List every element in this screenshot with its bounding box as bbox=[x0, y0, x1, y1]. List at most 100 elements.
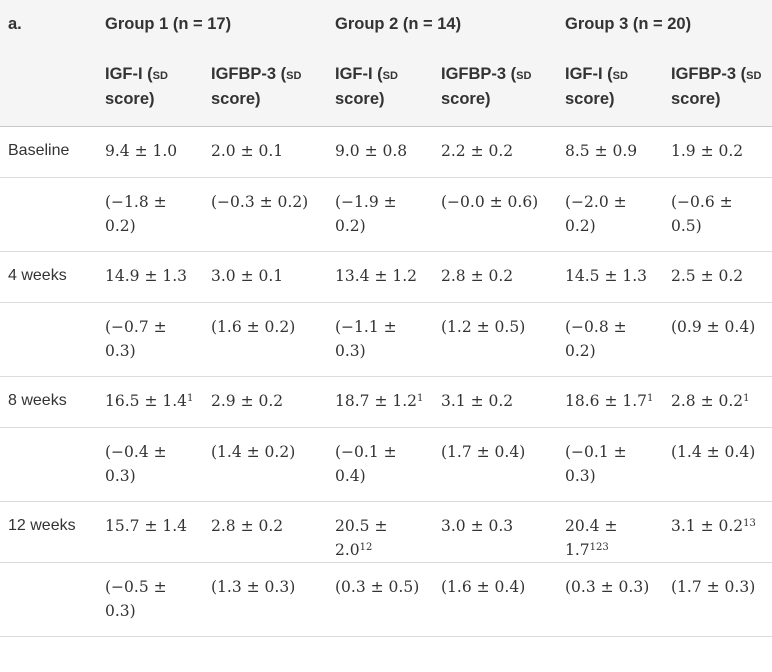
cell-value: (1.6 ± 0.2) bbox=[211, 317, 296, 336]
cell-value: (−2.0 ± 0.2) bbox=[565, 192, 627, 235]
table-cell: 18.6 ± 1.71 bbox=[557, 376, 663, 428]
igfbp-3-header: IGFBP-3 (SD score) bbox=[433, 50, 557, 127]
row-label: 12 weeks bbox=[0, 501, 97, 563]
table-cell: 14.9 ± 1.3 bbox=[97, 251, 203, 303]
igfbp-3-header: IGFBP-3 (SD score) bbox=[203, 50, 327, 127]
table-cell: 9.0 ± 0.8 bbox=[327, 126, 433, 178]
table-cell: 9.4 ± 1.0 bbox=[97, 126, 203, 178]
table-cell: 20.5 ± 2.012 bbox=[327, 501, 433, 563]
table-cell: 8.5 ± 0.9 bbox=[557, 126, 663, 178]
cell-value: 13.4 ± 1.2 bbox=[335, 266, 418, 285]
results-table: a. Group 1 (n = 17) Group 2 (n = 14) Gro… bbox=[0, 0, 772, 637]
header-text: score) bbox=[671, 90, 721, 108]
header-text: IGF-I ( bbox=[335, 65, 383, 83]
header-text: score) bbox=[105, 90, 155, 108]
cell-value: (1.3 ± 0.3) bbox=[211, 577, 296, 596]
row-label bbox=[0, 427, 97, 502]
cell-value: (0.3 ± 0.3) bbox=[565, 577, 650, 596]
cell-value: 2.8 ± 0.2 bbox=[211, 516, 284, 535]
cell-value: 1.9 ± 0.2 bbox=[671, 141, 744, 160]
group-header: Group 2 (n = 14) bbox=[327, 0, 557, 50]
cell-value: (−0.3 ± 0.2) bbox=[211, 192, 309, 211]
cell-value: 3.1 ± 0.2 bbox=[441, 391, 514, 410]
cell-value: (−0.6 ± 0.5) bbox=[671, 192, 733, 235]
table-cell: 3.1 ± 0.2 bbox=[433, 376, 557, 428]
group-header: Group 3 (n = 20) bbox=[557, 0, 772, 50]
table-row: 8 weeks 16.5 ± 1.41 2.9 ± 0.2 18.7 ± 1.21 3.… bbox=[0, 376, 772, 428]
table-cell: (1.3 ± 0.3) bbox=[203, 562, 327, 637]
cell-value: 16.5 ± 1.4 bbox=[105, 391, 188, 410]
table-cell: (0.3 ± 0.3) bbox=[557, 562, 663, 637]
table-cell: 20.4 ± 1.7123 bbox=[557, 501, 663, 563]
cell-value: (−0.4 ± 0.3) bbox=[105, 442, 167, 485]
table-cell: 2.5 ± 0.2 bbox=[663, 251, 772, 303]
table-body: Baseline 9.4 ± 1.0 2.0 ± 0.1 9.0 ± 0.8 2.2 ±… bbox=[0, 126, 772, 637]
table-cell: (−0.8 ± 0.2) bbox=[557, 302, 663, 377]
table-cell: (−0.3 ± 0.2) bbox=[203, 177, 327, 252]
table-cell: 2.8 ± 0.21 bbox=[663, 376, 772, 428]
table-header: a. Group 1 (n = 17) Group 2 (n = 14) Gro… bbox=[0, 0, 772, 127]
table-row: (−0.4 ± 0.3) (1.4 ± 0.2) (−0.1 ± 0.4) (1.7 … bbox=[0, 427, 772, 502]
header-text: IGFBP-3 ( bbox=[211, 65, 287, 83]
row-label: Baseline bbox=[0, 126, 97, 178]
footnote-marker: 1 bbox=[743, 393, 750, 405]
table-cell: (1.4 ± 0.2) bbox=[203, 427, 327, 502]
footnote-marker: 1 bbox=[187, 393, 194, 405]
table-cell: 1.9 ± 0.2 bbox=[663, 126, 772, 178]
header-text: IGF-I ( bbox=[105, 65, 153, 83]
row-label: 4 weeks bbox=[0, 251, 97, 303]
footnote-marker: 13 bbox=[743, 518, 756, 530]
cell-value: 2.9 ± 0.2 bbox=[211, 391, 284, 410]
table-cell: (1.7 ± 0.3) bbox=[663, 562, 772, 637]
table-cell: 3.0 ± 0.3 bbox=[433, 501, 557, 563]
table-cell: 16.5 ± 1.41 bbox=[97, 376, 203, 428]
header-text: IGF-I ( bbox=[565, 65, 613, 83]
table-cell: (1.6 ± 0.2) bbox=[203, 302, 327, 377]
cell-value: 2.2 ± 0.2 bbox=[441, 141, 514, 160]
table-row: Baseline 9.4 ± 1.0 2.0 ± 0.1 9.0 ± 0.8 2.2 ±… bbox=[0, 126, 772, 178]
table-cell: (1.2 ± 0.5) bbox=[433, 302, 557, 377]
footnote-marker: 12 bbox=[359, 542, 373, 554]
table-cell: (−0.1 ± 0.3) bbox=[557, 427, 663, 502]
table-row: (−1.8 ± 0.2) (−0.3 ± 0.2) (−1.9 ± 0.2) (−0.… bbox=[0, 177, 772, 252]
table-cell: 18.7 ± 1.21 bbox=[327, 376, 433, 428]
cell-value: 2.8 ± 0.2 bbox=[441, 266, 514, 285]
cell-value: 20.5 ± 2.0 bbox=[335, 516, 388, 559]
cell-value: 18.7 ± 1.2 bbox=[335, 391, 418, 410]
footnote-marker: 1 bbox=[647, 393, 654, 405]
table-cell: (1.6 ± 0.4) bbox=[433, 562, 557, 637]
table-cell: (−1.1 ± 0.3) bbox=[327, 302, 433, 377]
cell-value: (−0.1 ± 0.3) bbox=[565, 442, 627, 485]
table-cell: 3.0 ± 0.1 bbox=[203, 251, 327, 303]
cell-value: 3.0 ± 0.1 bbox=[211, 266, 284, 285]
cell-value: (−1.9 ± 0.2) bbox=[335, 192, 397, 235]
table-row: 4 weeks 14.9 ± 1.3 3.0 ± 0.1 13.4 ± 1.2 2.8 … bbox=[0, 251, 772, 303]
cell-value: 9.0 ± 0.8 bbox=[335, 141, 408, 160]
cell-value: 2.5 ± 0.2 bbox=[671, 266, 744, 285]
table-cell: 2.9 ± 0.2 bbox=[203, 376, 327, 428]
table-cell: 2.2 ± 0.2 bbox=[433, 126, 557, 178]
cell-value: (−0.0 ± 0.6) bbox=[441, 192, 539, 211]
igfbp-3-header: IGFBP-3 (SD score) bbox=[663, 50, 772, 127]
table-cell: 14.5 ± 1.3 bbox=[557, 251, 663, 303]
cell-value: (1.4 ± 0.2) bbox=[211, 442, 296, 461]
table-cell: (1.7 ± 0.4) bbox=[433, 427, 557, 502]
cell-value: 15.7 ± 1.4 bbox=[105, 516, 188, 535]
sd-abbrev: SD bbox=[746, 66, 762, 83]
table-cell: (−0.6 ± 0.5) bbox=[663, 177, 772, 252]
table-cell: 2.8 ± 0.2 bbox=[203, 501, 327, 563]
cell-value: (−0.7 ± 0.3) bbox=[105, 317, 167, 360]
igf-i-header: IGF-I (SD score) bbox=[557, 50, 663, 127]
row-label bbox=[0, 562, 97, 637]
cell-value: (−0.8 ± 0.2) bbox=[565, 317, 627, 360]
cell-value: (−0.1 ± 0.4) bbox=[335, 442, 397, 485]
cell-value: (−1.8 ± 0.2) bbox=[105, 192, 167, 235]
row-label: 8 weeks bbox=[0, 376, 97, 428]
header-text: IGFBP-3 ( bbox=[441, 65, 517, 83]
table-cell: 13.4 ± 1.2 bbox=[327, 251, 433, 303]
header-text: IGFBP-3 ( bbox=[671, 65, 747, 83]
footnote-marker: 123 bbox=[589, 542, 609, 554]
table-cell: (−1.8 ± 0.2) bbox=[97, 177, 203, 252]
cell-value: (−0.5 ± 0.3) bbox=[105, 577, 167, 620]
table-row: (−0.7 ± 0.3) (1.6 ± 0.2) (−1.1 ± 0.3) (1.2 … bbox=[0, 302, 772, 377]
